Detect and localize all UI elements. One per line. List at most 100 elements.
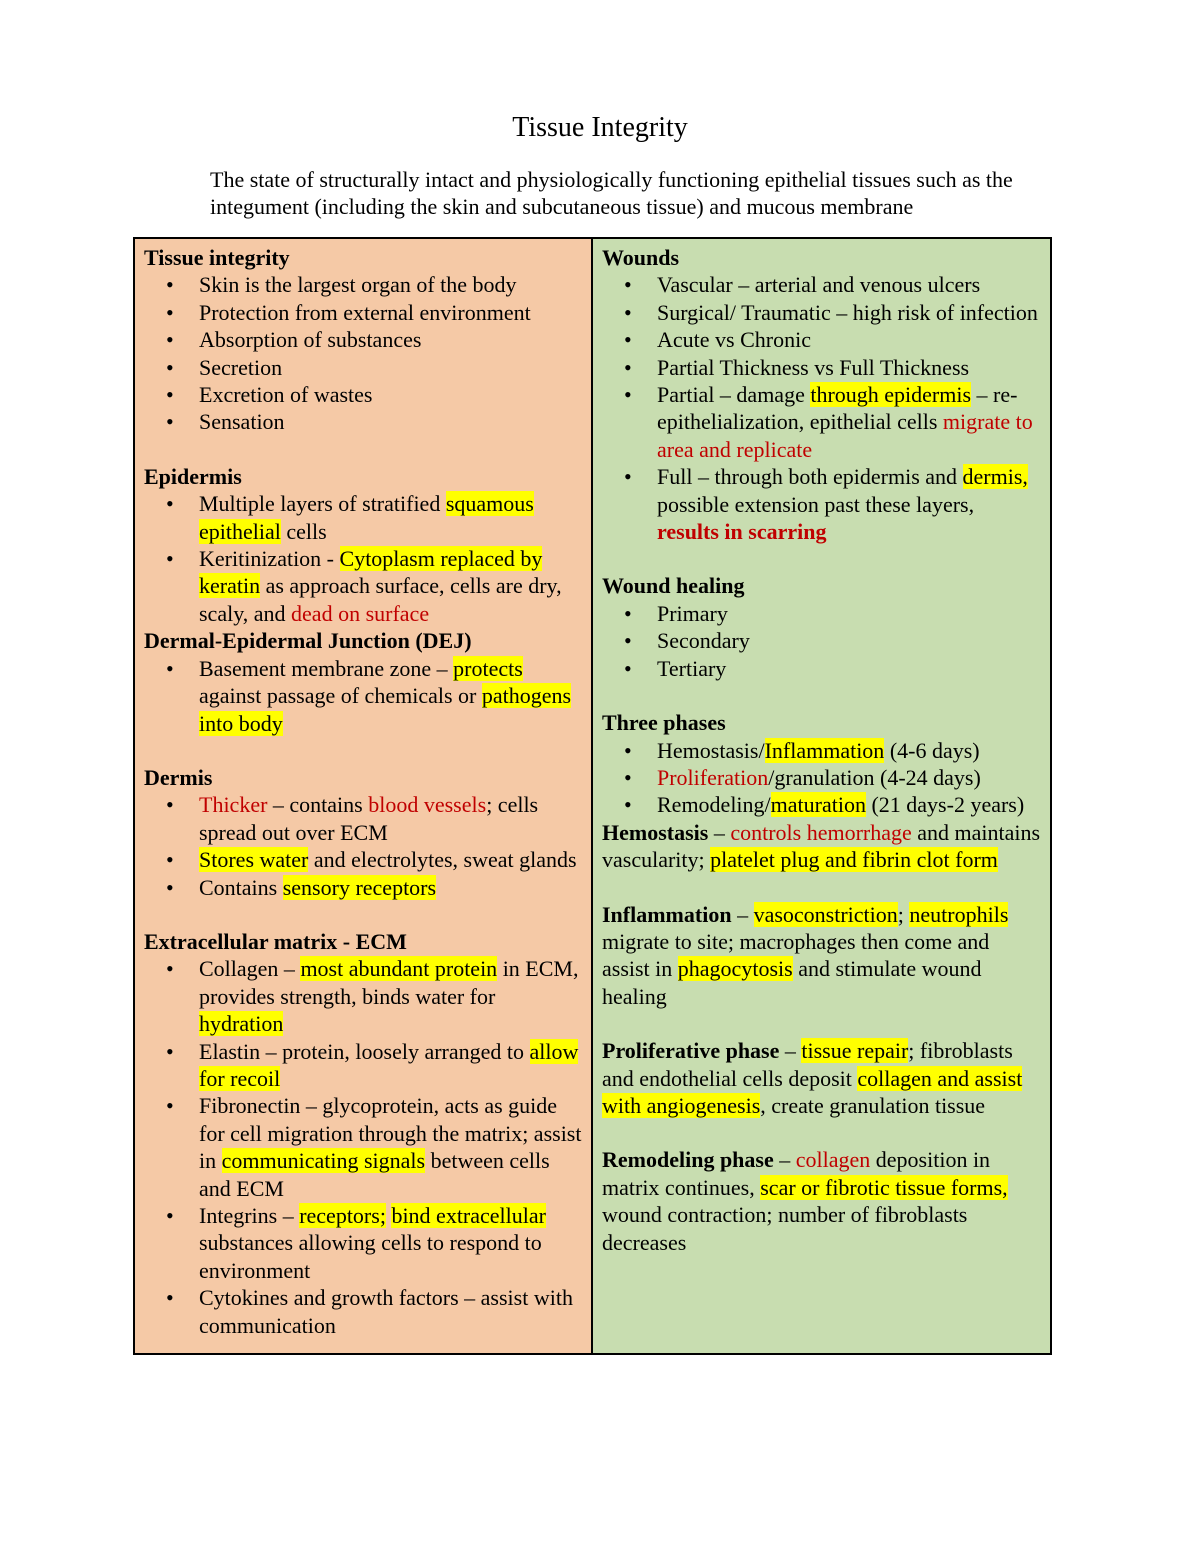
text-run: Epidermis xyxy=(144,463,242,489)
bullet-item: Elastin – protein, loosely arranged to a… xyxy=(144,1038,582,1093)
bullet-item: Remodeling/maturation (21 days-2 years) xyxy=(602,791,1041,819)
text-run: Inflammation xyxy=(764,737,885,763)
text-run: Contains xyxy=(199,874,283,900)
text-run: Excretion of wastes xyxy=(199,382,373,408)
text-run: (21 days-2 years) xyxy=(865,792,1025,818)
spacer xyxy=(602,1119,1041,1146)
text-run: Remodeling/ xyxy=(657,792,771,818)
left-column: Tissue integritySkin is the largest orga… xyxy=(135,239,593,1354)
text-run: Vascular – arterial and venous ulcers xyxy=(657,272,981,298)
paragraph: Hemostasis – controls hemorrhage and mai… xyxy=(602,819,1041,874)
bullet-item: Partial Thickness vs Full Thickness xyxy=(602,354,1041,382)
spacer xyxy=(602,545,1041,572)
text-run: collagen xyxy=(795,1147,871,1173)
text-run: , create granulation tissue xyxy=(760,1092,986,1118)
spacer xyxy=(144,436,582,463)
section-heading: Tissue integrity xyxy=(144,244,582,271)
text-run: Skin is the largest organ of the body xyxy=(199,272,517,298)
section-heading: Wound healing xyxy=(602,572,1041,599)
text-run: Wounds xyxy=(602,245,680,270)
bullet-item: Acute vs Chronic xyxy=(602,326,1041,354)
text-run: ; xyxy=(897,901,910,927)
bullet-item: Hemostasis/Inflammation (4-6 days) xyxy=(602,737,1041,765)
text-run: Remodeling phase xyxy=(602,1147,774,1173)
text-run: Collagen – xyxy=(199,956,301,982)
text-run: – xyxy=(708,819,731,845)
text-run: Secretion xyxy=(199,354,283,380)
text-run: Fibronectin – glycoprotein, acts as guid… xyxy=(199,1093,582,1174)
text-run: and maintains vascularity; xyxy=(602,819,1041,873)
bullet-item: Secretion xyxy=(144,354,582,382)
spacer xyxy=(144,901,582,928)
text-run: Elastin – protein, loosely arranged to xyxy=(199,1038,530,1064)
section-heading: Dermis xyxy=(144,764,582,791)
text-run: Secondary xyxy=(657,628,750,654)
text-run: migrate to site; macrophages then come a… xyxy=(602,928,990,982)
text-run: phagocytosis xyxy=(677,956,793,982)
text-run: – re-epithelialization, epithelial cells xyxy=(657,382,1018,435)
text-run: Cytokines and growth factors – assist wi… xyxy=(199,1285,573,1338)
bullet-item: Partial – damage through epidermis – re-… xyxy=(602,381,1041,463)
text-run: protects xyxy=(453,655,523,681)
bullet-item: Collagen – most abundant protein in ECM,… xyxy=(144,955,582,1037)
text-run: Surgical/ Traumatic – high risk of infec… xyxy=(657,299,1038,325)
text-run: – xyxy=(779,1038,802,1064)
text-run: Full – through both epidermis and xyxy=(657,464,963,490)
text-run: migrate to area and replicate xyxy=(657,409,1033,462)
text-run: /granulation (4-24 days) xyxy=(768,764,981,790)
text-run: communicating signals xyxy=(221,1148,426,1174)
text-run: Hemostasis xyxy=(602,819,709,845)
text-run: Three phases xyxy=(602,710,726,736)
text-run: maturation xyxy=(770,792,866,818)
text-run: Integrins – xyxy=(199,1203,300,1228)
spacer xyxy=(602,1010,1041,1037)
text-run: Tertiary xyxy=(657,655,727,681)
section-heading: Three phases xyxy=(602,709,1041,736)
bullet-item: Cytokines and growth factors – assist wi… xyxy=(144,1284,582,1339)
text-run: platelet plug and fibrin clot form xyxy=(710,847,998,873)
content-table: Tissue integritySkin is the largest orga… xyxy=(133,237,1052,1356)
text-run: cells xyxy=(280,518,327,544)
text-run: ; fibroblasts and endothelial cells depo… xyxy=(602,1038,1013,1091)
text-run: Wound healing xyxy=(602,573,745,599)
text-run: substances allowing cells to respond to … xyxy=(199,1230,542,1283)
spacer xyxy=(144,737,582,764)
bullet-item: Sensation xyxy=(144,408,582,436)
text-run: – xyxy=(731,901,754,927)
text-run: Tissue integrity xyxy=(144,245,290,270)
section-heading: Epidermis xyxy=(144,463,582,490)
text-run: scar or fibrotic tissue forms, xyxy=(760,1174,1008,1200)
text-run: dead on surface xyxy=(291,600,430,626)
bullet-item: Full – through both epidermis and dermis… xyxy=(602,463,1041,545)
text-run: as approach surface, cells are dry, scal… xyxy=(199,573,562,626)
spacer xyxy=(602,874,1041,901)
bullet-item: Fibronectin – glycoprotein, acts as guid… xyxy=(144,1092,582,1202)
bullet-item: Tertiary xyxy=(602,655,1041,683)
right-column: WoundsVascular – arterial and venous ulc… xyxy=(593,239,1050,1354)
bullet-item: Integrins – receptors; bind extracellula… xyxy=(144,1202,582,1284)
text-run: Dermis xyxy=(144,764,213,790)
text-run: controls hemorrhage xyxy=(730,819,912,845)
page-title: Tissue Integrity xyxy=(512,112,688,143)
text-run: Primary xyxy=(657,600,728,626)
text-run: Multiple layers of stratified xyxy=(199,491,446,517)
spacer xyxy=(602,682,1041,709)
text-run: Acute vs Chronic xyxy=(657,327,811,353)
text-run: ; cells spread out over ECM xyxy=(199,792,539,845)
bullet-item: Thicker – contains blood vessels; cells … xyxy=(144,791,582,846)
text-run: between cells and ECM xyxy=(199,1148,550,1201)
text-run: sensory receptors xyxy=(282,874,437,900)
text-run: Partial – damage xyxy=(657,382,811,408)
text-run: Absorption of substances xyxy=(199,327,422,353)
text-run: hydration xyxy=(199,1011,284,1037)
bullet-item: Contains sensory receptors xyxy=(144,874,582,901)
bullet-item: Absorption of substances xyxy=(144,326,582,354)
bullet-item: Basement membrane zone – protects agains… xyxy=(144,655,582,737)
text-run: and electrolytes, sweat glands xyxy=(308,847,577,873)
text-run: wound contraction; number of fibroblasts… xyxy=(602,1202,968,1255)
text-run: tissue repair xyxy=(801,1038,909,1064)
bullet-item: Skin is the largest organ of the body xyxy=(144,271,582,299)
paragraph: Proliferative phase – tissue repair; fib… xyxy=(602,1037,1041,1119)
text-run: Basement membrane zone – xyxy=(199,655,454,681)
